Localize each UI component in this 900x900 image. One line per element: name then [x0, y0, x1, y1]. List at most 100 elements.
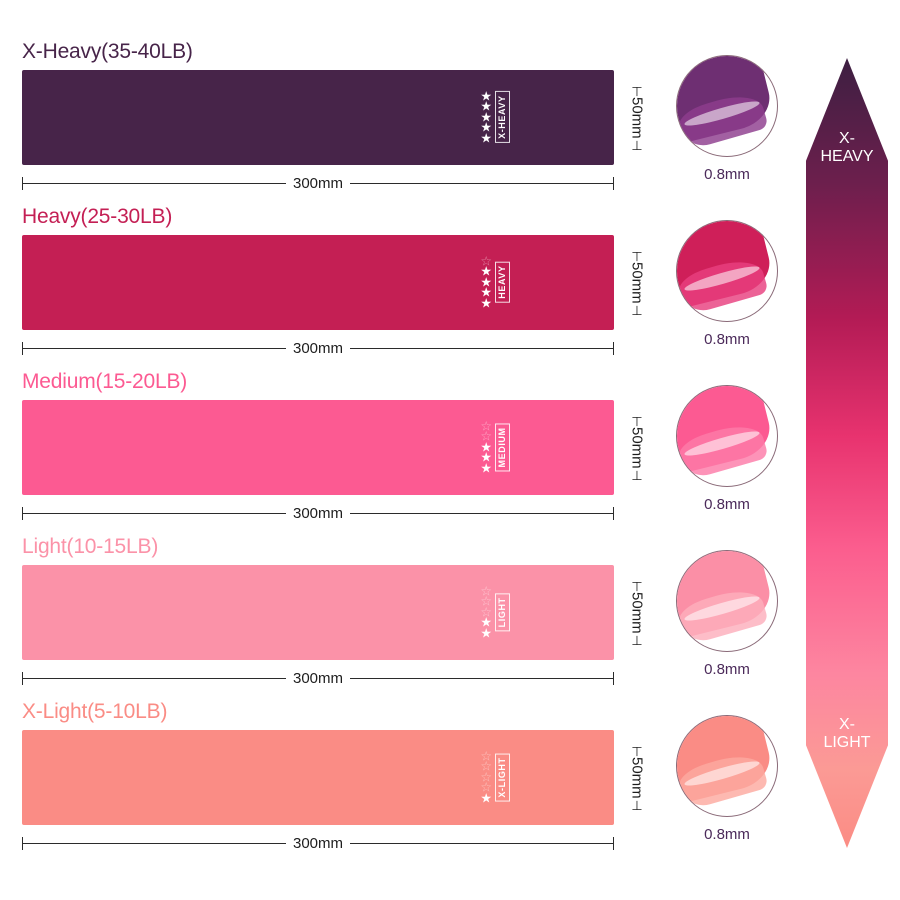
- star-outline-icon: ☆: [480, 758, 492, 774]
- star-outline-icon: ☆: [480, 779, 492, 795]
- band-wordmark-x-light: X-LIGHT: [495, 753, 510, 802]
- width-dimension-light: 300mm: [22, 669, 614, 687]
- star-icon: ★: [480, 109, 492, 125]
- width-value-heavy: 300mm: [292, 339, 344, 357]
- height-value-x-light: 50mm: [628, 756, 646, 799]
- thickness-value-x-heavy: 0.8mm: [704, 166, 750, 183]
- star-icon: ★: [480, 295, 492, 311]
- dimension-cap-right: [613, 836, 614, 850]
- band-mark-medium: ☆ ☆ ★ ★ ★ MEDIUM: [480, 417, 510, 476]
- thickness-circle-x-light: [676, 715, 778, 817]
- thickness-detail-heavy: 0.8mm: [668, 220, 786, 348]
- resistance-scale-arrow: X- HEAVY X- LIGHT: [806, 58, 888, 848]
- dimension-line: [23, 347, 286, 349]
- tick-bottom-icon: ⊥: [631, 138, 643, 154]
- star-outline-icon: ☆: [480, 747, 492, 763]
- dimension-line: [23, 182, 286, 184]
- band-title-heavy: Heavy(25-30LB): [22, 205, 173, 228]
- star-icon: ★: [480, 274, 492, 290]
- height-value-x-heavy: 50mm: [628, 96, 646, 139]
- dimension-cap-right: [613, 671, 614, 685]
- star-outline-icon: ☆: [480, 252, 492, 268]
- arrow-bottom-label-line1: X-: [839, 716, 855, 734]
- dimension-cap-right: [613, 506, 614, 520]
- arrow-top-label-line1: X-: [839, 130, 855, 147]
- height-dimension-heavy: ⊤ 50mm ⊥: [622, 235, 652, 330]
- thickness-circle-x-heavy: [676, 55, 778, 157]
- thickness-circle-medium: [676, 385, 778, 487]
- thickness-circle-heavy: [676, 220, 778, 322]
- star-outline-icon: ☆: [480, 582, 492, 598]
- star-rating-x-heavy: ★ ★ ★ ★ ★: [480, 87, 492, 146]
- width-value-medium: 300mm: [292, 504, 344, 522]
- thickness-detail-x-light: 0.8mm: [668, 715, 786, 843]
- tick-top-icon: ⊤: [631, 413, 643, 429]
- width-dimension-medium: 300mm: [22, 504, 614, 522]
- band-title-light: Light(10-15LB): [22, 535, 159, 558]
- thickness-circle-light: [676, 550, 778, 652]
- band-title-x-light: X-Light(5-10LB): [22, 700, 168, 723]
- star-outline-icon: ☆: [480, 428, 492, 444]
- dimension-line: [350, 182, 613, 184]
- dimension-line: [23, 842, 286, 844]
- star-icon: ★: [480, 625, 492, 641]
- star-rating-heavy: ☆ ★ ★ ★ ★: [480, 252, 492, 311]
- dimension-cap-right: [613, 341, 614, 355]
- tick-top-icon: ⊤: [631, 743, 643, 759]
- tick-top-icon: ⊤: [631, 83, 643, 99]
- arrow-top-label-line2: HEAVY: [820, 147, 874, 165]
- thickness-detail-light: 0.8mm: [668, 550, 786, 678]
- height-dimension-x-light: ⊤ 50mm ⊥: [622, 730, 652, 825]
- star-icon: ★: [480, 130, 492, 146]
- star-icon: ★: [480, 790, 492, 806]
- band-wordmark-heavy: HEAVY: [495, 261, 510, 304]
- star-icon: ★: [480, 87, 492, 103]
- height-value-light: 50mm: [628, 591, 646, 634]
- arrow-gradient-body: [806, 58, 888, 848]
- star-outline-icon: ☆: [480, 417, 492, 433]
- dimension-line: [350, 347, 613, 349]
- thickness-detail-medium: 0.8mm: [668, 385, 786, 513]
- band-mark-light: ☆ ☆ ☆ ★ ★ LIGHT: [480, 582, 510, 641]
- star-icon: ★: [480, 614, 492, 630]
- width-value-light: 300mm: [292, 669, 344, 687]
- tick-top-icon: ⊤: [631, 578, 643, 594]
- band-title-x-heavy: X-Heavy(35-40LB): [22, 40, 193, 63]
- thickness-value-light: 0.8mm: [704, 661, 750, 678]
- band-wordmark-light: LIGHT: [495, 593, 510, 632]
- star-icon: ★: [480, 460, 492, 476]
- star-rating-light: ☆ ☆ ☆ ★ ★: [480, 582, 492, 641]
- band-title-medium: Medium(15-20LB): [22, 370, 188, 393]
- band-wordmark-x-heavy: X-HEAVY: [495, 91, 510, 144]
- arrow-bottom-label: X- LIGHT: [806, 716, 888, 752]
- thickness-value-heavy: 0.8mm: [704, 331, 750, 348]
- tick-bottom-icon: ⊥: [631, 798, 643, 814]
- width-dimension-x-light: 300mm: [22, 834, 614, 852]
- width-dimension-x-heavy: 300mm: [22, 174, 614, 192]
- width-value-x-heavy: 300mm: [292, 174, 344, 192]
- star-outline-icon: ☆: [480, 593, 492, 609]
- star-icon: ★: [480, 119, 492, 135]
- band-wordmark-medium: MEDIUM: [495, 423, 510, 472]
- star-icon: ★: [480, 449, 492, 465]
- band-mark-x-heavy: ★ ★ ★ ★ ★ X-HEAVY: [480, 87, 510, 146]
- star-icon: ★: [480, 263, 492, 279]
- tick-bottom-icon: ⊥: [631, 468, 643, 484]
- thickness-detail-x-heavy: 0.8mm: [668, 55, 786, 183]
- dimension-line: [23, 677, 286, 679]
- tick-bottom-icon: ⊥: [631, 303, 643, 319]
- star-outline-icon: ☆: [480, 769, 492, 785]
- width-value-x-light: 300mm: [292, 834, 344, 852]
- dimension-line: [350, 512, 613, 514]
- star-outline-icon: ☆: [480, 604, 492, 620]
- dimension-line: [350, 842, 613, 844]
- height-dimension-x-heavy: ⊤ 50mm ⊥: [622, 70, 652, 165]
- band-mark-x-light: ☆ ☆ ☆ ☆ ★ X-LIGHT: [480, 747, 510, 806]
- height-value-heavy: 50mm: [628, 261, 646, 304]
- dimension-cap-right: [613, 176, 614, 190]
- thickness-value-x-light: 0.8mm: [704, 826, 750, 843]
- tick-top-icon: ⊤: [631, 248, 643, 264]
- star-rating-medium: ☆ ☆ ★ ★ ★: [480, 417, 492, 476]
- dimension-line: [350, 677, 613, 679]
